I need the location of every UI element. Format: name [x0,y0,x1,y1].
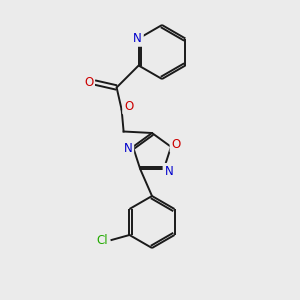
Text: N: N [164,165,173,178]
Text: O: O [124,100,133,113]
Text: O: O [84,76,93,89]
Text: N: N [124,142,132,155]
Text: Cl: Cl [97,235,108,248]
Text: O: O [171,138,181,151]
Text: N: N [133,32,142,45]
